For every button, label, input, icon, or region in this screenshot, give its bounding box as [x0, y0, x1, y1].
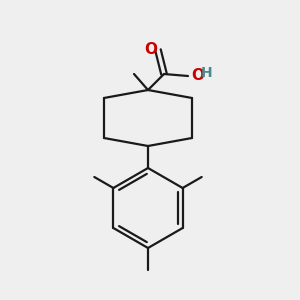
- Text: O: O: [191, 68, 204, 82]
- Text: O: O: [145, 41, 158, 56]
- Text: H: H: [201, 66, 213, 80]
